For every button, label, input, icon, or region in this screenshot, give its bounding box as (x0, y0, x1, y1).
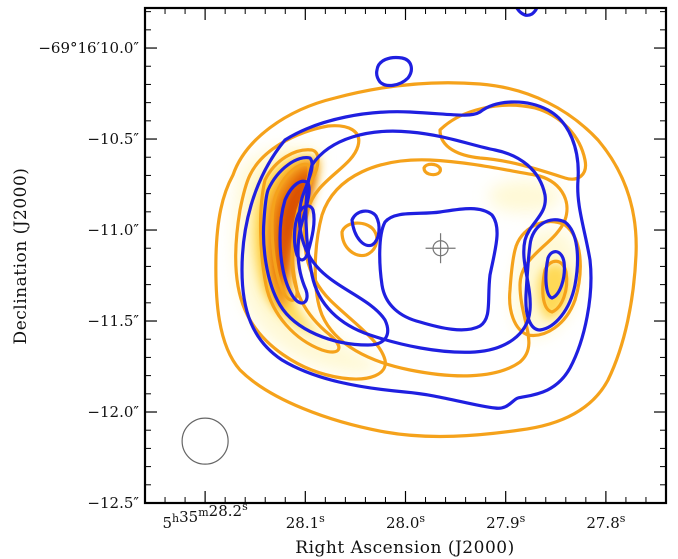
y-tick-label: −11.0″ (87, 221, 139, 239)
contour-a-west-blob (508, 219, 582, 338)
center-marker (425, 233, 456, 264)
y-tick-label: −10.5″ (87, 130, 139, 148)
contours-series-a (214, 81, 638, 439)
contour-a-outer (214, 81, 638, 439)
beam-ellipse (181, 417, 229, 465)
contour-b-inner-core (378, 207, 499, 332)
contour-b-top-fragment (515, 8, 539, 17)
contour-b-small-loop (350, 209, 381, 248)
contour-b-outer (240, 100, 593, 410)
contour-a-ring-2 (234, 124, 387, 381)
x-tick-label: 27.8s (586, 512, 625, 532)
x-axis: 5h35m28.2s 28.1s 28.0s 27.9s 27.8s (144, 8, 667, 532)
heatmap-patch-north (488, 180, 561, 213)
x-tick-label: 5h35m28.2s (162, 500, 248, 532)
contour-a-inner-mid (313, 158, 569, 378)
contour-a-ring-4 (270, 162, 311, 302)
contour-a-tiny-blob (422, 162, 442, 177)
x-tick-label: 28.0s (386, 512, 425, 532)
contour-a-ring-3 (258, 148, 341, 354)
y-tick-label: −12.0″ (87, 403, 139, 421)
contour-b-middle (304, 129, 547, 354)
contour-b-west-core (544, 250, 566, 300)
y-tick-label: −69°16′10.0″ (38, 39, 139, 57)
y-tick-label: −12.5″ (87, 494, 139, 512)
x-tick-label: 27.9s (486, 512, 525, 532)
contour-b-island-north (375, 55, 413, 88)
y-axis: −69°16′10.0″ −10.5″ −11.0″ −11.5″ −12.0″ −12.… (38, 11, 666, 512)
contour-b-west-blob (524, 218, 580, 332)
contours-series-b (240, 8, 593, 410)
x-tick-label: 28.1s (286, 512, 325, 532)
contour-a-west-arc (438, 103, 588, 181)
y-tick-label: −11.5″ (87, 312, 139, 330)
x-axis-title: Right Ascension (J2000) (295, 538, 514, 558)
contour-a-west-core (541, 259, 569, 314)
y-axis-title: Declination (J2000) (11, 168, 31, 345)
